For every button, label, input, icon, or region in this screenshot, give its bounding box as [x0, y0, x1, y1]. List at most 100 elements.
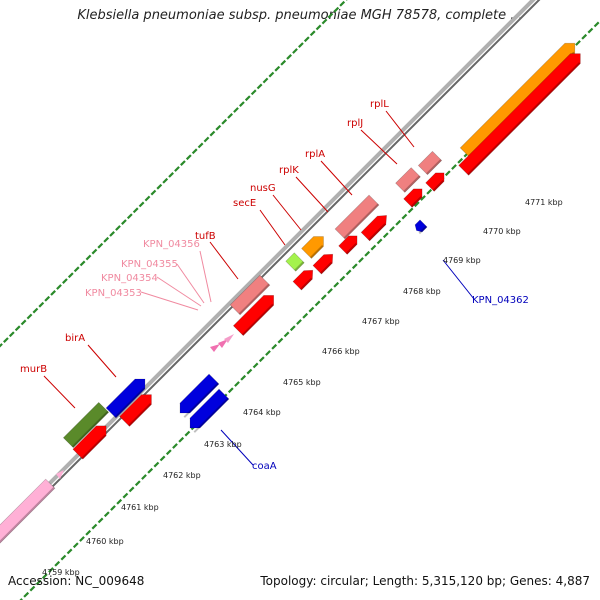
- inner-tick-mark: [60, 554, 67, 561]
- outer-tick-mark: [250, 89, 257, 96]
- outer-tick-mark: [280, 59, 287, 66]
- gene-red-shape: [232, 295, 274, 337]
- inner-tick-mark: [178, 436, 185, 443]
- outer-tick-mark: [26, 313, 33, 320]
- gene-tufB-shade: [238, 283, 270, 315]
- outer-tick-mark: [221, 118, 228, 125]
- outer-tick-mark: [14, 325, 21, 332]
- scale-label: 4763 kbp: [204, 440, 242, 449]
- inner-tick-mark: [407, 207, 414, 214]
- outer-tick-mark: [168, 172, 174, 178]
- outer-tick-mark: [298, 42, 304, 48]
- inner-tick-mark: [134, 480, 141, 487]
- gene-tufB-shape: [229, 274, 271, 316]
- label-leader-line: [220, 429, 254, 466]
- gene-red-shape: [360, 215, 387, 242]
- inner-tick-mark: [358, 257, 364, 263]
- gene-red-shade: [81, 434, 107, 460]
- gene-murB: [62, 401, 110, 449]
- outer-tick-mark: [138, 201, 145, 208]
- outer-tick-mark: [233, 107, 239, 113]
- gene-red-shade: [368, 223, 386, 241]
- inner-tick-mark: [364, 250, 371, 257]
- label-leader-line: [385, 110, 415, 148]
- inner-tick-mark: [420, 195, 426, 201]
- outer-tick-mark: [91, 248, 98, 255]
- gene-red-shape: [292, 269, 314, 291]
- scale-label: 4771 kbp: [525, 198, 563, 207]
- gene-blue: [179, 373, 220, 418]
- outer-tick-mark: [32, 307, 39, 314]
- gene-blue-shade: [183, 382, 219, 418]
- scale-label: 4766 kbp: [322, 347, 360, 356]
- outer-tick-mark: [333, 6, 340, 13]
- outer-tick-mark: [191, 148, 198, 155]
- outer-tick-mark: [262, 77, 269, 84]
- gene-birA: [105, 378, 146, 419]
- inner-tick-mark: [29, 585, 36, 592]
- label-leader-line: [272, 194, 302, 231]
- outer-tick-mark: [115, 225, 121, 231]
- inner-tick-mark: [413, 201, 420, 208]
- gene-rplJ: [395, 167, 421, 193]
- scale-label: 4765 kbp: [283, 378, 321, 387]
- gene-lightpink-shape: [0, 478, 56, 546]
- outer-tick-mark: [150, 189, 157, 196]
- gene-red: [312, 253, 334, 275]
- inner-tick-mark: [252, 362, 259, 369]
- inner-tick-mark: [345, 269, 352, 276]
- outer-tick-mark: [268, 71, 275, 78]
- outer-tick-mark: [315, 24, 322, 31]
- gene-label-rpll: rplL: [370, 99, 389, 110]
- gene-KPN_04362-shape: [414, 219, 428, 233]
- gene-label-kpn_04355: KPN_04355: [121, 259, 178, 270]
- outer-tick-mark: [67, 272, 74, 279]
- scale-label: 4762 kbp: [163, 471, 201, 480]
- gene-label-nusg: nusG: [250, 183, 276, 194]
- gene-red-shade: [241, 303, 274, 336]
- inner-tick-mark: [103, 511, 110, 518]
- gene-label-sece: secE: [233, 198, 256, 209]
- outer-tick-mark: [156, 183, 163, 190]
- gene-label-kpn_04354: KPN_04354: [101, 273, 158, 284]
- label-leader-line: [199, 250, 212, 303]
- inner-tick-mark: [296, 319, 302, 325]
- gene-coaA-shape: [189, 388, 230, 429]
- inner-tick-mark: [153, 461, 160, 468]
- outer-tick-mark: [50, 290, 56, 296]
- inner-tick-mark: [444, 170, 451, 177]
- inner-tick-mark: [184, 430, 191, 437]
- gene-red-shape: [119, 394, 152, 427]
- label-leader-line: [320, 160, 353, 196]
- inner-tick-mark: [234, 381, 240, 387]
- outer-tick-mark: [180, 160, 186, 166]
- inner-tick-mark: [23, 591, 30, 598]
- label-leader-line: [87, 344, 117, 378]
- gene-red-shade: [300, 277, 313, 291]
- gene-red: [403, 188, 423, 208]
- inner-tick-mark: [66, 548, 73, 555]
- label-leader-line: [295, 176, 329, 213]
- gene-murB-shade: [71, 410, 109, 448]
- gene-KPN_04354: [218, 339, 228, 348]
- scale-label: 4767 kbp: [362, 317, 400, 326]
- outer-tick-mark: [85, 254, 92, 261]
- inner-tick-mark: [159, 455, 166, 462]
- label-leader-line: [209, 241, 239, 280]
- gene-label-coaa: coaA: [252, 461, 277, 472]
- outer-tick-mark: [209, 130, 216, 137]
- inner-tick-mark: [165, 449, 172, 456]
- inner-tick-mark: [351, 263, 358, 270]
- outer-tick-mark: [286, 54, 292, 60]
- inner-tick-mark: [265, 350, 271, 356]
- scale-labels: 4759 kbp 4760 kbp 4761 kbp 4762 kbp 4763 kbp…: [42, 198, 563, 577]
- map-title: Klebsiella pneumoniae subsp. pneumoniae …: [77, 8, 523, 23]
- gene-label-rplj: rplJ: [347, 118, 363, 129]
- gene-rplL-shape: [417, 150, 443, 176]
- inner-tick-mark: [451, 164, 457, 170]
- outer-tick-mark: [339, 0, 346, 7]
- outer-tick-mark: [303, 36, 310, 43]
- outer-tick-mark: [126, 213, 133, 220]
- inner-tick-mark: [575, 40, 581, 46]
